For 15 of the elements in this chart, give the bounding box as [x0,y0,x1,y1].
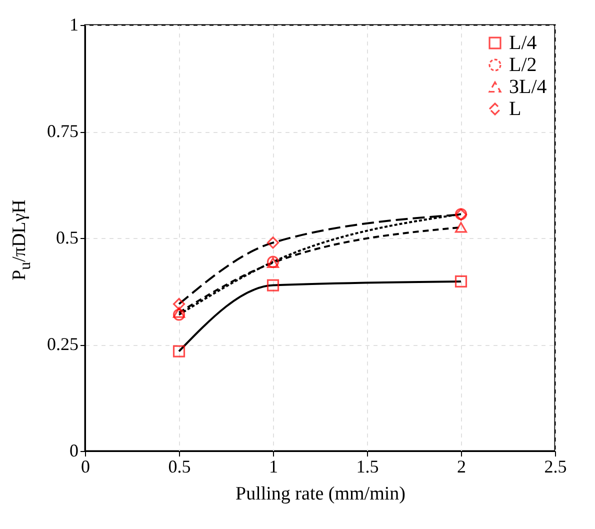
x-axis-title: Pulling rate (mm/min) [236,484,406,504]
y-tick-label: 0.25 [47,334,78,354]
legend-label: L/4 [509,32,537,54]
legend-label: 3L/4 [509,76,547,98]
x-tick-label: 2 [457,456,466,476]
y-tick-label: 0 [70,440,78,460]
y-tick-label: 1 [70,14,78,34]
x-tick-label: 1.5 [356,456,379,476]
legend-label: L [509,98,522,120]
legend-label: L/2 [509,54,537,76]
x-tick-label: 0.5 [168,456,191,476]
y-tick-label: 0.5 [56,228,78,248]
x-tick-label: 1 [269,456,278,476]
x-tick-label: 2.5 [544,456,567,476]
y-tick-label: 0.75 [47,121,78,141]
